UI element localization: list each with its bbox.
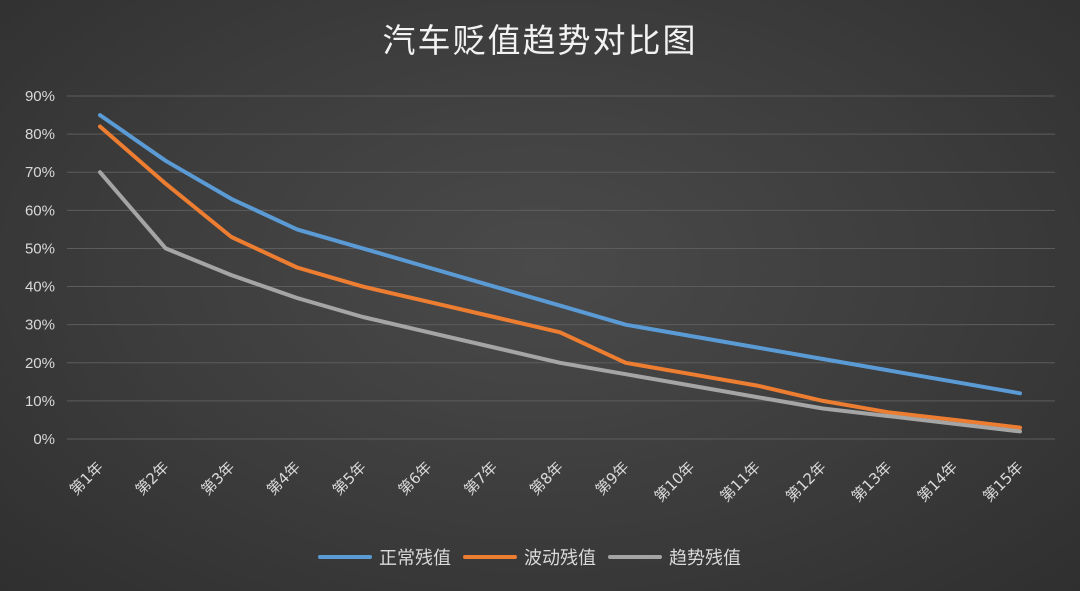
x-tick-label: 第13年 bbox=[848, 458, 895, 505]
series-line-3 bbox=[98, 170, 1022, 434]
y-tick-label: 80% bbox=[25, 126, 55, 143]
y-tick-label: 60% bbox=[25, 202, 55, 219]
y-axis-tick-labels: 0% 10% 20% 30% 40% 50% 60% 70% 80% 90% bbox=[25, 88, 55, 448]
legend: 正常残值 波动残值 趋势残值 bbox=[318, 548, 741, 569]
gridlines bbox=[67, 95, 1055, 440]
y-tick-label: 20% bbox=[25, 355, 55, 372]
x-tick-label: 第7年 bbox=[460, 458, 501, 499]
series-lines bbox=[98, 113, 1022, 434]
y-tick-label: 90% bbox=[25, 88, 55, 105]
x-tick-label: 第3年 bbox=[198, 458, 239, 499]
x-tick-label: 第12年 bbox=[782, 458, 829, 505]
legend-label: 趋势残值 bbox=[669, 548, 741, 569]
y-tick-label: 70% bbox=[25, 164, 55, 181]
x-tick-label: 第10年 bbox=[651, 458, 698, 505]
y-tick-label: 30% bbox=[25, 317, 55, 334]
y-tick-label: 0% bbox=[33, 431, 55, 448]
y-tick-label: 50% bbox=[25, 240, 55, 257]
x-tick-label: 第4年 bbox=[263, 458, 304, 499]
y-tick-label: 10% bbox=[25, 393, 55, 410]
x-tick-label: 第2年 bbox=[132, 458, 173, 499]
x-tick-label: 第14年 bbox=[914, 458, 961, 505]
chart-title: 汽车贬值趋势对比图 bbox=[383, 21, 698, 60]
x-tick-label: 第15年 bbox=[979, 458, 1026, 505]
x-axis-tick-labels: 第1年 第2年 第3年 第4年 第5年 第6年 第7年 第8年 第9年 第10年 第11年 第12年第… bbox=[66, 458, 1027, 505]
x-tick-label: 第5年 bbox=[329, 458, 370, 499]
legend-label: 波动残值 bbox=[524, 548, 596, 569]
y-tick-label: 40% bbox=[25, 279, 55, 296]
x-tick-label: 第11年 bbox=[717, 458, 764, 505]
x-tick-label: 第8年 bbox=[526, 458, 567, 499]
x-tick-label: 第1年 bbox=[66, 458, 107, 499]
series-line-1 bbox=[98, 113, 1022, 396]
x-tick-label: 第6年 bbox=[395, 458, 436, 499]
legend-label: 正常残值 bbox=[379, 548, 451, 569]
x-tick-label: 第9年 bbox=[592, 458, 633, 499]
series-line-2 bbox=[98, 124, 1022, 430]
